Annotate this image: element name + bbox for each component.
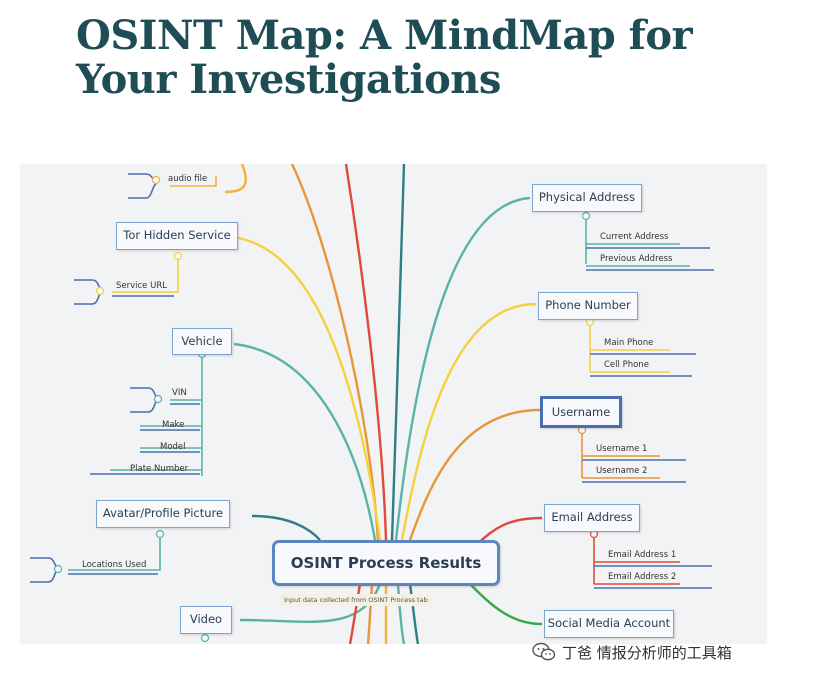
mindmap-connectors [30, 164, 714, 644]
node-phone-number[interactable]: Phone Number [538, 292, 638, 320]
node-email-address[interactable]: Email Address [544, 504, 640, 532]
leaf-locations-used[interactable]: Locations Used [82, 560, 147, 570]
leaf-email-address-1[interactable]: Email Address 1 [608, 550, 677, 560]
leaf-service-url[interactable]: Service URL [116, 281, 167, 291]
leaf-email-address-2[interactable]: Email Address 2 [608, 572, 677, 582]
node-tor-hidden-service[interactable]: Tor Hidden Service [116, 222, 238, 250]
node-social-media-account[interactable]: Social Media Account [544, 610, 674, 638]
wechat-icon [532, 642, 556, 661]
node-video[interactable]: Video [180, 606, 232, 634]
leaf-plate-number[interactable]: Plate Number [130, 464, 189, 474]
node-avatar-profile-picture[interactable]: Avatar/Profile Picture [96, 500, 230, 528]
leaf-cell-phone[interactable]: Cell Phone [604, 360, 649, 370]
mindmap-canvas[interactable]: audio file Tor Hidden Service Service UR… [20, 164, 767, 644]
leaf-current-address[interactable]: Current Address [600, 232, 669, 242]
page-title: OSINT Map: A MindMap for Your Investigat… [76, 12, 693, 103]
node-vehicle[interactable]: Vehicle [172, 328, 232, 355]
leaf-make[interactable]: Make [162, 420, 185, 430]
leaf-vin[interactable]: VIN [172, 388, 187, 398]
central-note: Input data collected from OSINT Process … [280, 594, 432, 606]
leaf-username-1[interactable]: Username 1 [596, 444, 648, 454]
node-username[interactable]: Username [540, 396, 622, 428]
node-physical-address[interactable]: Physical Address [532, 184, 642, 212]
leaf-previous-address[interactable]: Previous Address [600, 254, 673, 264]
leaf-audio-file[interactable]: audio file [168, 174, 208, 184]
watermark: 丁爸 情报分析师的工具箱 [532, 640, 732, 664]
leaf-username-2[interactable]: Username 2 [596, 466, 648, 476]
leaf-main-phone[interactable]: Main Phone [604, 338, 654, 348]
node-central[interactable]: OSINT Process Results [272, 540, 500, 586]
leaf-model[interactable]: Model [160, 442, 186, 452]
watermark-text: 丁爸 情报分析师的工具箱 [562, 643, 732, 662]
